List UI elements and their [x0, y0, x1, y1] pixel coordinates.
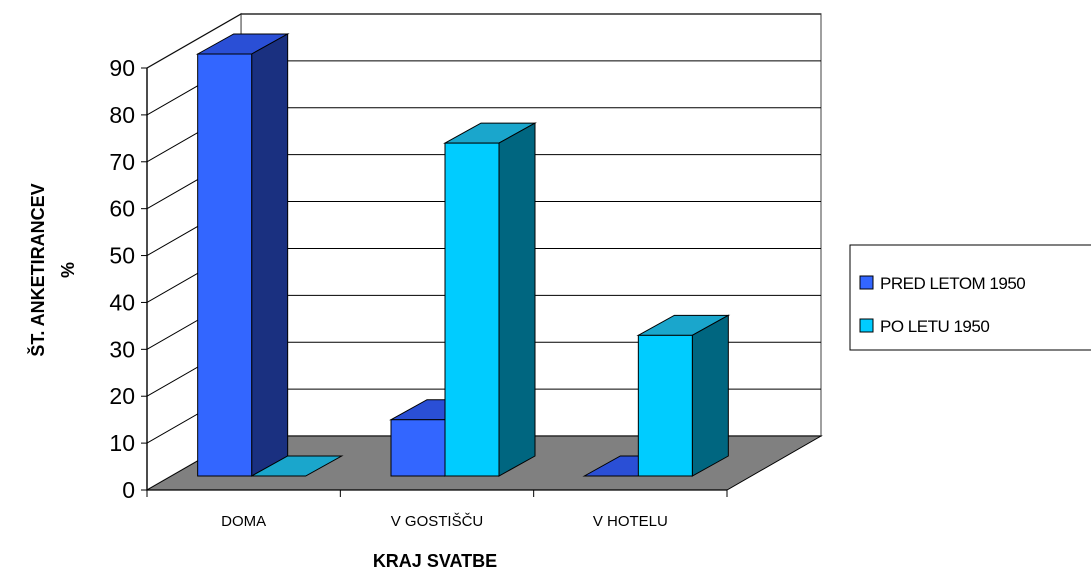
bar-top [249, 455, 344, 477]
y-tick-label: 20 [109, 383, 135, 409]
bar-pred-letom-1950-doma [195, 33, 290, 477]
bar-po-letu-1950-doma [249, 455, 344, 477]
bar-front [444, 142, 500, 477]
category-label-doma: DOMA [221, 513, 266, 530]
gridline [146, 13, 821, 69]
bar-po-letu-1950-v-gostiscu [443, 122, 537, 477]
bar-side [498, 122, 536, 477]
y-axis-title-line2: % [58, 262, 78, 278]
y-axis-title: ŠT. ANKETIRANCEV % [27, 183, 78, 356]
y-tick-label: 30 [109, 336, 135, 362]
bar-side [691, 314, 729, 477]
y-tick-label: 60 [109, 196, 135, 222]
category-labels: DOMA V GOSTIŠČU V HOTELU [221, 513, 668, 530]
y-tick-label: 80 [109, 102, 135, 128]
legend-label-pred-letom-1950: PRED LETOM 1950 [880, 274, 1025, 293]
y-axis-title-line1: ŠT. ANKETIRANCEV [27, 183, 48, 356]
x-axis-title: KRAJ SVATBE [373, 551, 497, 571]
bar-front [637, 334, 693, 477]
category-label-v-hotelu: V HOTELU [593, 513, 668, 530]
y-tick-label: 10 [109, 430, 135, 456]
y-tick-label: 50 [109, 243, 135, 269]
bar-front [390, 419, 446, 477]
legend-label-po-letu-1950: PO LETU 1950 [880, 317, 989, 336]
bars [195, 33, 731, 477]
y-tick-label: 40 [109, 289, 135, 315]
x-axis [146, 489, 728, 497]
legend-swatch-po-letu-1950 [859, 318, 874, 333]
y-tick-label: 90 [109, 55, 135, 81]
category-label-v-gostiscu: V GOSTIŠČU [391, 513, 484, 530]
bar-po-letu-1950-v-hotelu [636, 314, 731, 477]
legend: PRED LETOM 1950 PO LETU 1950 [849, 244, 1091, 351]
bar-side [251, 33, 289, 477]
y-tick-label: 0 [122, 477, 135, 503]
legend-swatch-pred-letom-1950 [859, 275, 874, 290]
y-tick-label: 70 [109, 149, 135, 175]
y-axis [141, 67, 148, 491]
legend-box [849, 244, 1091, 351]
y-tick-labels: 0 10 20 30 40 50 60 70 80 90 [109, 55, 135, 503]
bar-front [197, 53, 253, 477]
